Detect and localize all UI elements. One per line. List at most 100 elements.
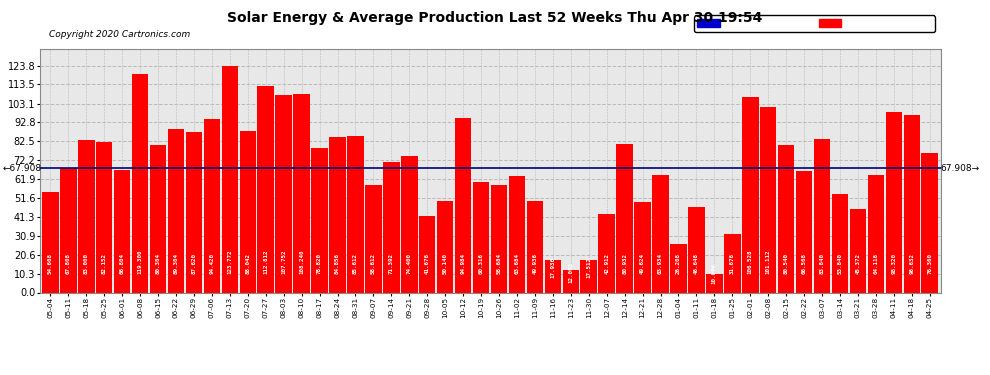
Bar xyxy=(186,132,202,292)
Text: 58.612: 58.612 xyxy=(371,253,376,274)
Text: 12.092: 12.092 xyxy=(568,261,573,282)
Bar xyxy=(454,118,471,292)
Bar xyxy=(240,131,256,292)
Text: 54.668: 54.668 xyxy=(48,253,52,274)
Bar xyxy=(149,146,166,292)
Text: 85.612: 85.612 xyxy=(353,253,358,274)
Text: 63.684: 63.684 xyxy=(515,253,520,274)
Text: 66.804: 66.804 xyxy=(120,253,125,274)
Bar xyxy=(78,140,94,292)
Bar xyxy=(904,116,920,292)
Text: 67.908→: 67.908→ xyxy=(940,164,980,172)
Text: 82.152: 82.152 xyxy=(102,253,107,274)
Text: 106.528: 106.528 xyxy=(747,250,752,274)
Bar xyxy=(635,201,650,292)
Bar xyxy=(617,144,633,292)
Text: 60.316: 60.316 xyxy=(478,253,483,274)
Text: 94.984: 94.984 xyxy=(460,253,465,274)
Bar xyxy=(114,170,131,292)
Bar xyxy=(509,176,526,292)
Bar xyxy=(814,139,831,292)
Text: 107.752: 107.752 xyxy=(281,250,286,274)
Text: 84.856: 84.856 xyxy=(335,253,340,274)
Text: 31.676: 31.676 xyxy=(730,253,735,274)
Bar xyxy=(670,244,687,292)
Text: 108.240: 108.240 xyxy=(299,250,304,274)
Bar xyxy=(491,185,507,292)
Text: 41.676: 41.676 xyxy=(425,253,430,274)
Text: 50.140: 50.140 xyxy=(443,253,447,274)
Bar xyxy=(293,94,310,292)
Text: 46.648: 46.648 xyxy=(694,253,699,274)
Bar xyxy=(383,162,400,292)
Text: 17.512: 17.512 xyxy=(586,257,591,278)
Text: 88.042: 88.042 xyxy=(246,253,250,274)
Text: 26.208: 26.208 xyxy=(676,253,681,274)
Text: 49.624: 49.624 xyxy=(641,253,645,274)
Bar xyxy=(311,148,328,292)
Bar xyxy=(760,107,776,292)
Bar xyxy=(742,97,758,292)
Bar xyxy=(544,260,561,292)
Bar xyxy=(96,142,113,292)
Text: 101.112: 101.112 xyxy=(765,250,771,274)
Bar xyxy=(724,234,741,292)
Text: 78.820: 78.820 xyxy=(317,253,322,274)
Bar xyxy=(796,171,813,292)
Bar xyxy=(688,207,705,292)
Text: 10.096: 10.096 xyxy=(712,263,717,284)
Text: 66.568: 66.568 xyxy=(802,253,807,274)
Text: 71.392: 71.392 xyxy=(389,253,394,274)
Bar xyxy=(527,201,544,292)
Text: 83.840: 83.840 xyxy=(820,253,825,274)
Text: 123.772: 123.772 xyxy=(228,250,233,274)
Bar xyxy=(706,274,723,292)
Bar xyxy=(832,194,848,292)
Bar xyxy=(867,175,884,292)
Text: 74.400: 74.400 xyxy=(407,253,412,274)
Text: 63.934: 63.934 xyxy=(658,253,663,274)
Text: 17.936: 17.936 xyxy=(550,257,555,278)
Text: 80.304: 80.304 xyxy=(155,253,160,274)
Bar xyxy=(580,260,597,292)
Text: 53.840: 53.840 xyxy=(838,253,842,274)
Bar xyxy=(204,120,220,292)
Bar xyxy=(419,216,436,292)
Text: Copyright 2020 Cartronics.com: Copyright 2020 Cartronics.com xyxy=(49,30,190,39)
Legend: Average (kWh), Weekly (kWh): Average (kWh), Weekly (kWh) xyxy=(694,15,935,32)
Bar xyxy=(562,270,579,292)
Bar xyxy=(401,156,418,292)
Bar xyxy=(652,176,669,292)
Bar xyxy=(886,112,902,292)
Text: 94.420: 94.420 xyxy=(209,253,215,274)
Text: 49.936: 49.936 xyxy=(533,253,538,274)
Text: 80.932: 80.932 xyxy=(622,253,627,274)
Text: 42.912: 42.912 xyxy=(604,253,609,274)
Text: 89.304: 89.304 xyxy=(173,253,178,274)
Text: 76.360: 76.360 xyxy=(928,253,933,274)
Text: 87.620: 87.620 xyxy=(191,253,196,274)
Bar xyxy=(330,137,346,292)
Text: 119.300: 119.300 xyxy=(138,250,143,274)
Bar xyxy=(922,153,938,292)
Text: 112.812: 112.812 xyxy=(263,250,268,274)
Bar xyxy=(167,129,184,292)
Text: 83.000: 83.000 xyxy=(84,253,89,274)
Text: 64.116: 64.116 xyxy=(873,253,878,274)
Bar xyxy=(778,145,794,292)
Bar xyxy=(347,136,363,292)
Bar xyxy=(132,74,148,292)
Text: 45.372: 45.372 xyxy=(855,253,860,274)
Bar xyxy=(60,168,76,292)
Bar xyxy=(598,214,615,292)
Bar xyxy=(43,192,58,292)
Bar xyxy=(437,201,453,292)
Bar xyxy=(275,95,292,292)
Text: 96.632: 96.632 xyxy=(909,253,915,274)
Bar xyxy=(365,185,382,292)
Text: 67.808: 67.808 xyxy=(65,253,71,274)
Bar xyxy=(849,209,866,292)
Text: 58.684: 58.684 xyxy=(497,253,502,274)
Text: 98.320: 98.320 xyxy=(891,253,896,274)
Text: Solar Energy & Average Production Last 52 Weeks Thu Apr 30 19:54: Solar Energy & Average Production Last 5… xyxy=(228,11,762,25)
